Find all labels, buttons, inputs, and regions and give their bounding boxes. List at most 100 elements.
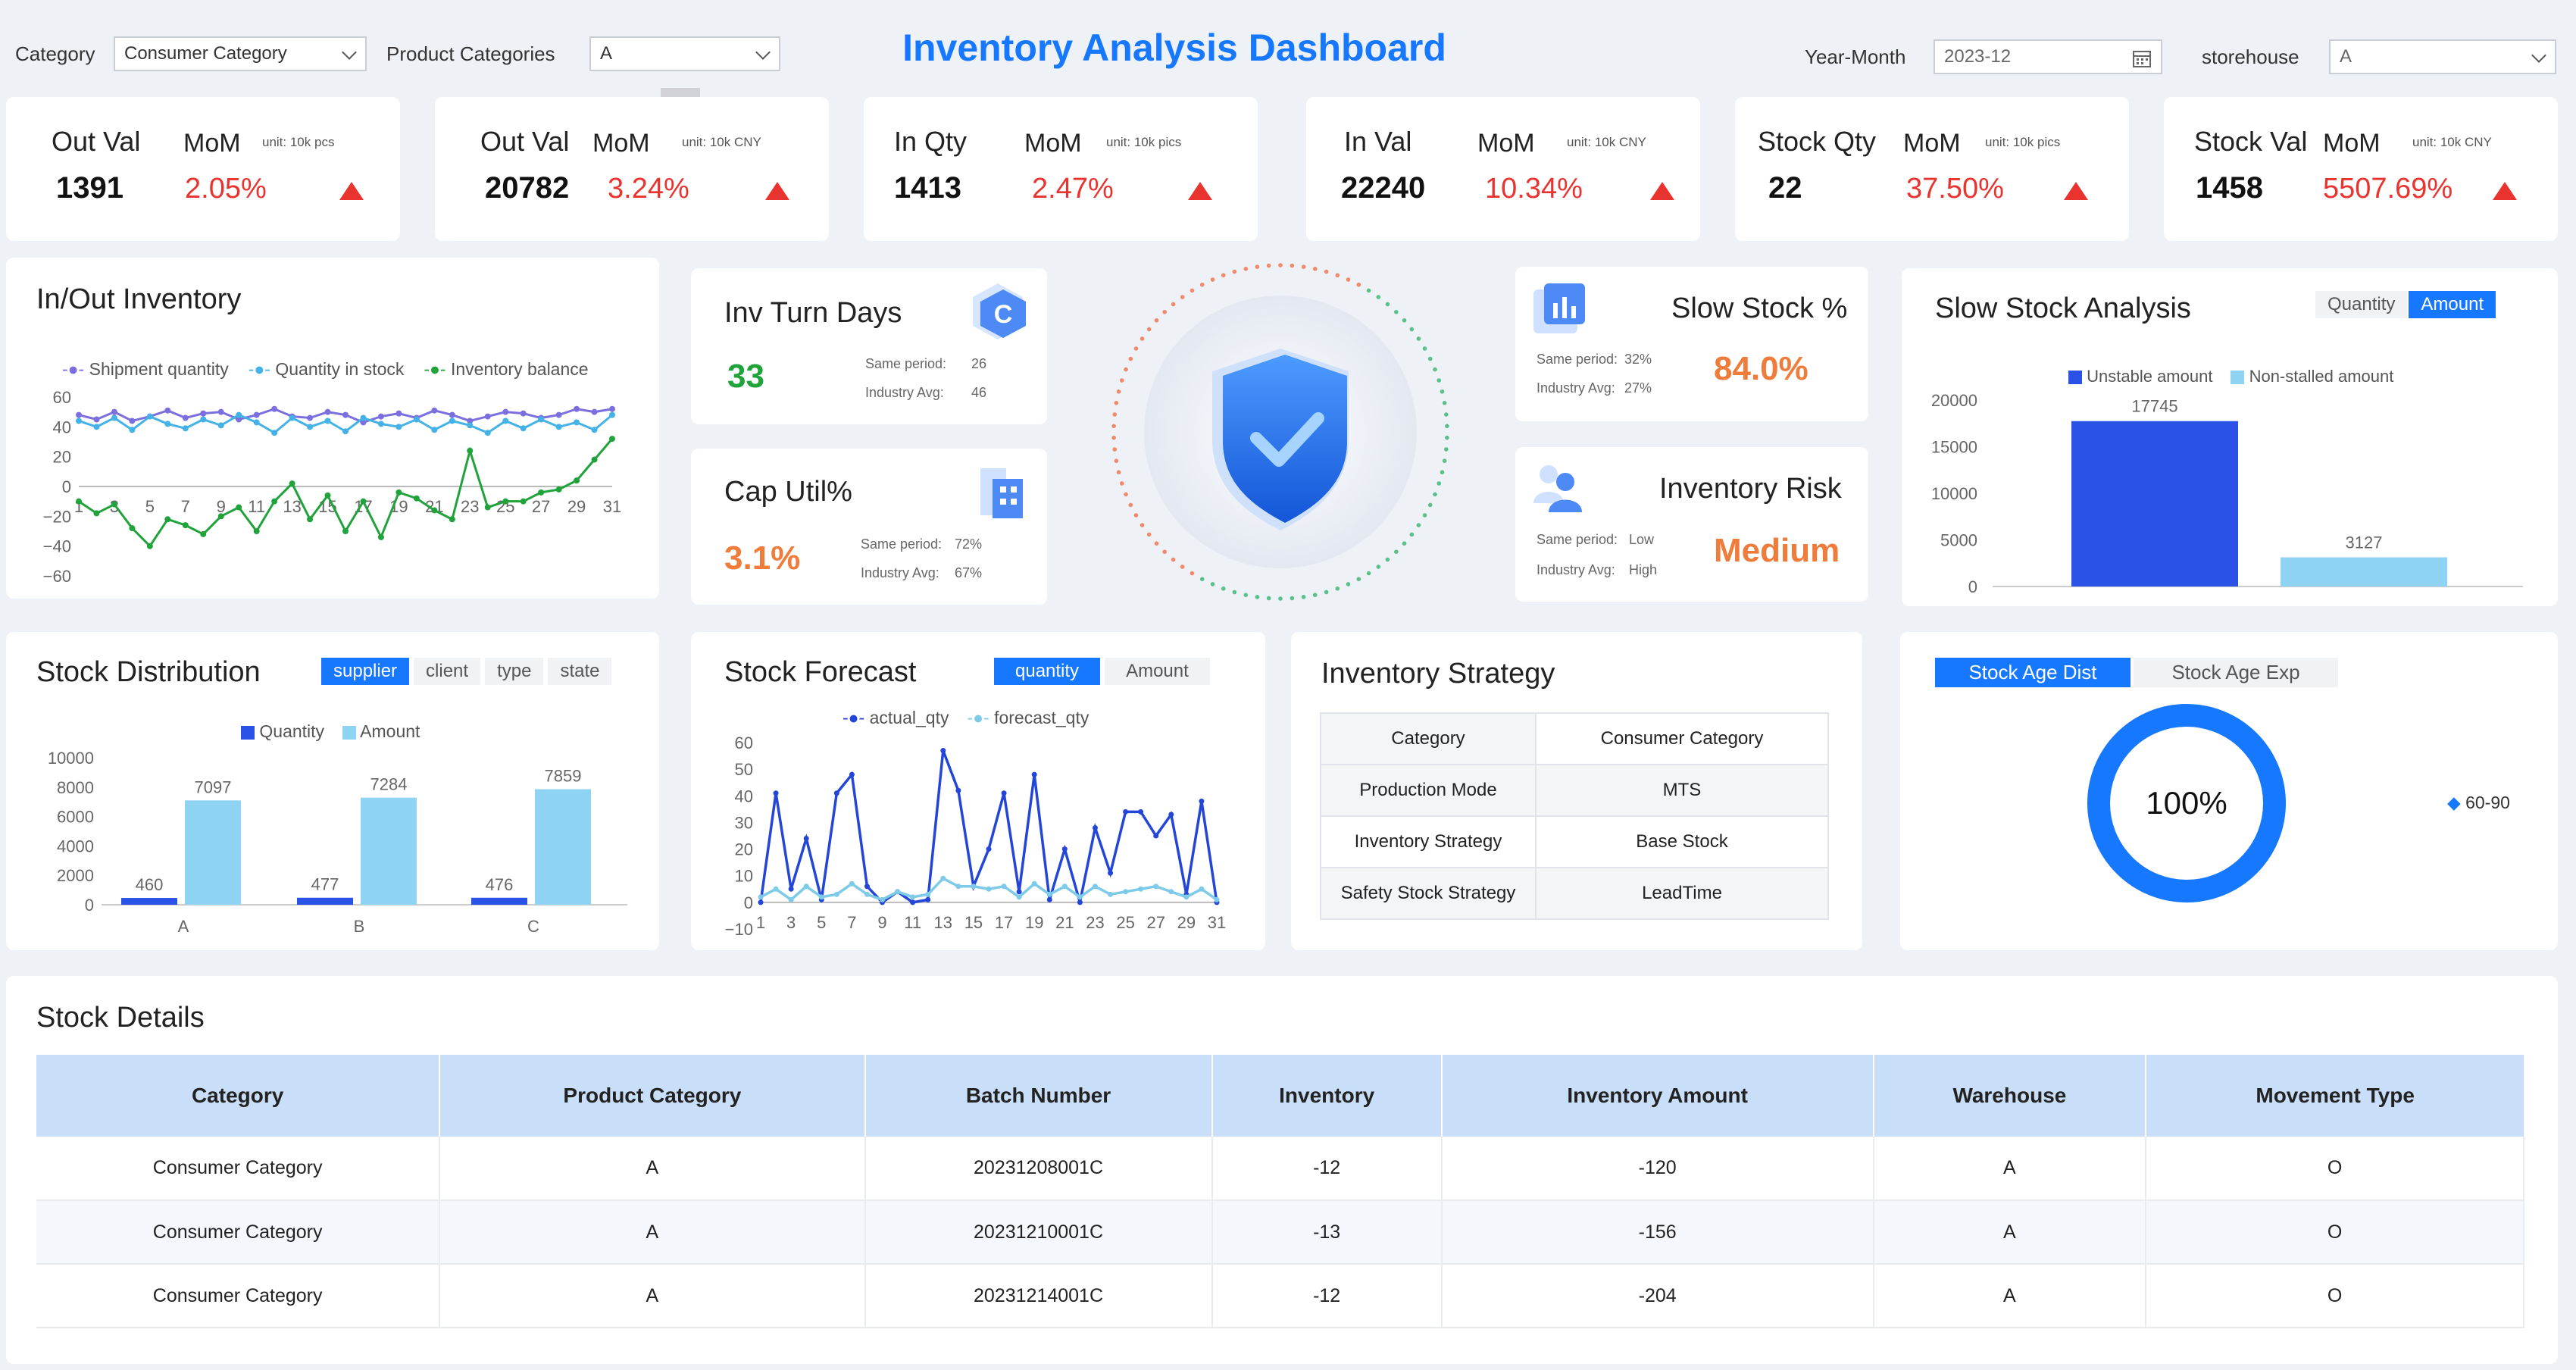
column-header-product-category[interactable]: Product Category [439, 1055, 866, 1137]
ring-dot [1440, 389, 1445, 394]
legend-unstable-amount[interactable]: Unstable amount [2068, 367, 2212, 386]
table-row[interactable]: Consumer Category A 20231208001C -12 -12… [36, 1137, 2524, 1201]
column-header-category[interactable]: Category [36, 1055, 441, 1137]
y-tick-label: 2000 [57, 866, 94, 885]
data-point [940, 875, 946, 881]
kpi-mom-label: MoM [1903, 129, 1961, 158]
kpi-card-out-val[interactable]: Out Val MoM unit: 10k CNY 20782 3.24% [435, 97, 829, 241]
kpi-card-out-qty[interactable]: Out Val MoM unit: 10k pcs 1391 2.05% [6, 97, 400, 241]
ring-dot [1376, 565, 1381, 569]
product-category-select[interactable]: A [589, 36, 780, 71]
legend-forecast-qty[interactable]: -●- forecast_qty [967, 708, 1089, 727]
data-point [289, 480, 295, 487]
kpi-mom-label: MoM [1477, 129, 1535, 158]
legend-actual-qty[interactable]: -●- actual_qty [843, 708, 949, 727]
column-header-inventory[interactable]: Inventory [1211, 1055, 1443, 1137]
ring-dot [1128, 502, 1133, 508]
ring-dot [1366, 288, 1371, 293]
data-point [538, 489, 545, 496]
ring-dot [1442, 400, 1447, 405]
legend-non-stalled-amount[interactable]: Non-stalled amount [2231, 367, 2393, 386]
category-select[interactable]: Consumer Category [114, 36, 367, 71]
category-filter-label: Category [15, 42, 95, 65]
table-row[interactable]: Consumer Category A 20231210001C -13 -15… [36, 1200, 2524, 1265]
data-point [502, 498, 509, 505]
tab-state[interactable]: state [548, 658, 612, 685]
column-header-batch-number[interactable]: Batch Number [864, 1055, 1213, 1137]
tab-quantity[interactable]: Quantity [2315, 291, 2408, 318]
kpi-card-in-val[interactable]: In Val MoM unit: 10k CNY 22240 10.34% [1306, 97, 1700, 241]
data-point [574, 405, 580, 412]
kpi-card-in-qty[interactable]: In Qty MoM unit: 10k pics 1413 2.47% [864, 97, 1258, 241]
tab-stock-age-exp[interactable]: Stock Age Exp [2134, 658, 2338, 687]
ring-dot [1346, 277, 1351, 282]
legend-quantity[interactable]: Quantity [241, 721, 324, 742]
cap-util-card[interactable]: Cap Util% 3.1% Same period: 72% Industry… [691, 449, 1047, 605]
kpi-card-stock-qty[interactable]: Stock Qty MoM unit: 10k pics 22 37.50% [1735, 97, 2129, 241]
legend-shipment-quantity[interactable]: -●- Shipment quantity [62, 359, 229, 379]
column-header-movement-type[interactable]: Movement Type [2146, 1055, 2524, 1137]
column-header-warehouse[interactable]: Warehouse [1873, 1055, 2147, 1137]
x-tick-label: 15 [964, 913, 983, 932]
data-point [217, 408, 224, 415]
ring-dot [1385, 302, 1390, 307]
year-month-picker[interactable]: 2023-12 [1934, 39, 2162, 74]
data-point [182, 425, 189, 432]
stock-age-tabs: Stock Age Dist Stock Age Exp [1935, 658, 2338, 687]
y-tick-label: −60 [43, 567, 71, 586]
data-point [271, 405, 278, 412]
cell-movement-type: O [2146, 1137, 2524, 1201]
data-point [1123, 809, 1129, 815]
ring-dot [1232, 269, 1237, 274]
legend-60-90[interactable]: ◆ 60-90 [2447, 793, 2510, 812]
data-point [449, 516, 455, 523]
strategy-value: Base Stock [1535, 815, 1829, 868]
data-point [324, 492, 331, 499]
tab-amount[interactable]: Amount [1105, 658, 1210, 685]
storehouse-select[interactable]: A [2329, 39, 2556, 74]
data-point [880, 896, 886, 902]
data-point [1108, 891, 1114, 897]
kpi-value: 1391 [56, 171, 123, 205]
ring-dot [1409, 327, 1415, 332]
arrow-up-icon [765, 182, 789, 200]
ring-dot [1385, 557, 1390, 562]
data-point [940, 748, 946, 754]
building-icon [980, 468, 1023, 518]
inventory-risk-card[interactable]: Inventory Risk Same period: Low Industry… [1515, 447, 1868, 602]
slow-stock-card[interactable]: Slow Stock % Same period: 32% Industry A… [1515, 267, 1868, 421]
tab-quantity[interactable]: quantity [994, 658, 1101, 685]
legend-inventory-balance[interactable]: -●- Inventory balance [424, 359, 589, 379]
tab-stock-age-dist[interactable]: Stock Age Dist [1935, 658, 2131, 687]
tab-client[interactable]: client [414, 658, 481, 685]
ring-dot [1114, 400, 1119, 405]
data-point [236, 416, 242, 423]
y-tick-label: 60 [735, 733, 753, 752]
data-label: 3127 [2346, 533, 2383, 552]
x-tick-label: 13 [283, 497, 301, 516]
tab-supplier[interactable]: supplier [321, 658, 410, 685]
bar-quantity [121, 898, 177, 905]
data-point [910, 899, 916, 906]
kpi-value: 1458 [2196, 171, 2263, 205]
tab-amount[interactable]: Amount [2409, 291, 2496, 318]
data-point [467, 447, 474, 454]
legend-quantity-in-stock[interactable]: -●- Quantity in stock [248, 359, 405, 379]
inv-turn-card[interactable]: Inv Turn Days C 33 Same period: 26 Indus… [691, 268, 1047, 424]
column-header-inventory-amount[interactable]: Inventory Amount [1441, 1055, 1874, 1137]
bar-unstable-amount [2071, 421, 2238, 586]
kpi-mom-label: MoM [183, 129, 241, 158]
ring-dot [1394, 309, 1399, 314]
data-point [1061, 846, 1068, 852]
legend-amount[interactable]: Amount [342, 721, 420, 742]
tab-type[interactable]: type [485, 658, 544, 685]
ring-dot [1335, 273, 1340, 278]
data-point [502, 408, 509, 415]
kpi-card-stock-val[interactable]: Stock Val MoM unit: 10k CNY 1458 5507.69… [2164, 97, 2558, 241]
ring-dot [1356, 282, 1361, 287]
strategy-value: LeadTime [1535, 867, 1829, 920]
table-row[interactable]: Consumer Category A 20231214001C -12 -20… [36, 1264, 2524, 1328]
ring-dot [1290, 263, 1295, 268]
ring-dot [1445, 435, 1449, 440]
inout-line-chart: 6040200−20−40−60135791113151719212325272… [43, 388, 622, 586]
